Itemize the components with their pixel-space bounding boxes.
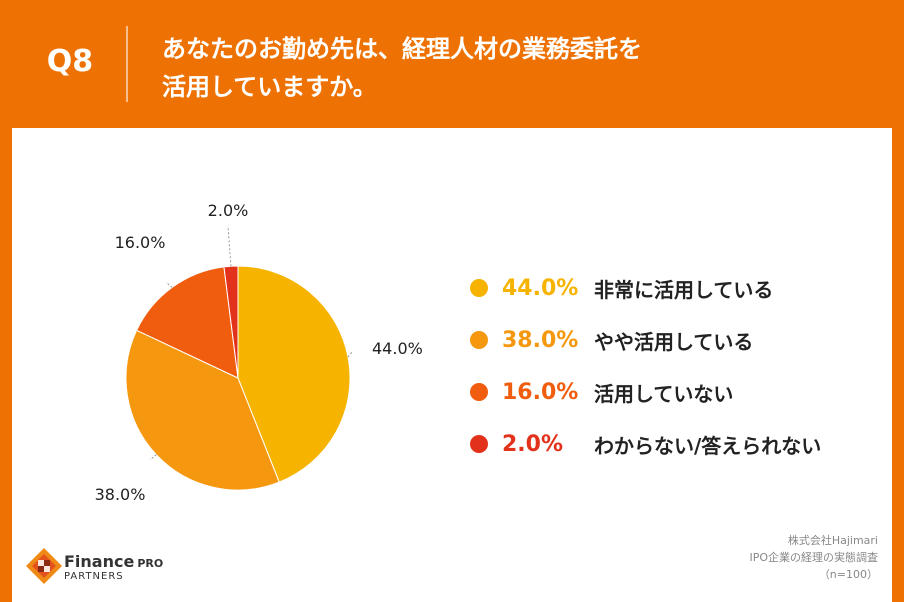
logo-sub: PARTNERS (64, 571, 124, 582)
legend-dot (470, 435, 488, 453)
legend-label: 活用していない (594, 381, 734, 406)
logo-pro: PRO (137, 557, 164, 570)
header-divider (126, 26, 128, 102)
legend-percent: 2.0% (502, 431, 564, 457)
question-number: Q8 (46, 44, 94, 79)
source-company: 株式会社Hajimari (787, 534, 878, 547)
legend-dot (470, 331, 488, 349)
pie-leader-line (165, 281, 173, 288)
legend-item: 38.0% やや活用している (470, 314, 821, 366)
legend-dot (470, 383, 488, 401)
source-sample: （n=100） (818, 568, 878, 581)
legend-percent: 44.0% (502, 275, 579, 301)
question-title-line2: 活用していますか。 (162, 73, 377, 101)
legend-percent: 16.0% (502, 379, 579, 405)
question-title-line1: あなたのお勤め先は、経理人材の業務委託を (162, 35, 642, 63)
pie-leader-line (347, 351, 353, 358)
question-title: あなたのお勤め先は、経理人材の業務委託を 活用していますか。 (162, 30, 762, 106)
legend-item: 16.0% 活用していない (470, 366, 821, 418)
legend-label: やや活用している (594, 329, 754, 354)
legend-item: 2.0% わからない/答えられない (470, 418, 821, 470)
source-survey: IPO企業の経理の実態調査 (749, 551, 878, 564)
logo-name-text: Finance (64, 552, 135, 571)
logo-name: Finance PRO (64, 552, 163, 571)
pie-data-label: 44.0% (372, 339, 423, 358)
pie-slice (135, 266, 239, 379)
legend-dot (470, 279, 488, 297)
pie-leader-line (227, 225, 232, 267)
source-note: 株式会社Hajimari IPO企業の経理の実態調査 （n=100） (749, 532, 878, 583)
legend-label: 非常に活用している (594, 277, 774, 302)
legend-label: わからない/答えられない (594, 433, 822, 458)
pie-leader-line (149, 454, 157, 461)
legend-percent: 38.0% (502, 327, 579, 353)
legend-item: 44.0% 非常に活用している (470, 262, 821, 314)
pie-data-label: 38.0% (95, 485, 146, 504)
legend: 44.0% 非常に活用している 38.0% やや活用している 16.0% 活用し… (470, 262, 821, 470)
pie-slice (125, 329, 280, 491)
pie-data-label: 16.0% (115, 233, 166, 252)
logo-mark-icon (26, 548, 62, 584)
pie-data-label: 2.0% (208, 201, 249, 220)
header: Q8 あなたのお勤め先は、経理人材の業務委託を 活用していますか。 (0, 0, 904, 128)
